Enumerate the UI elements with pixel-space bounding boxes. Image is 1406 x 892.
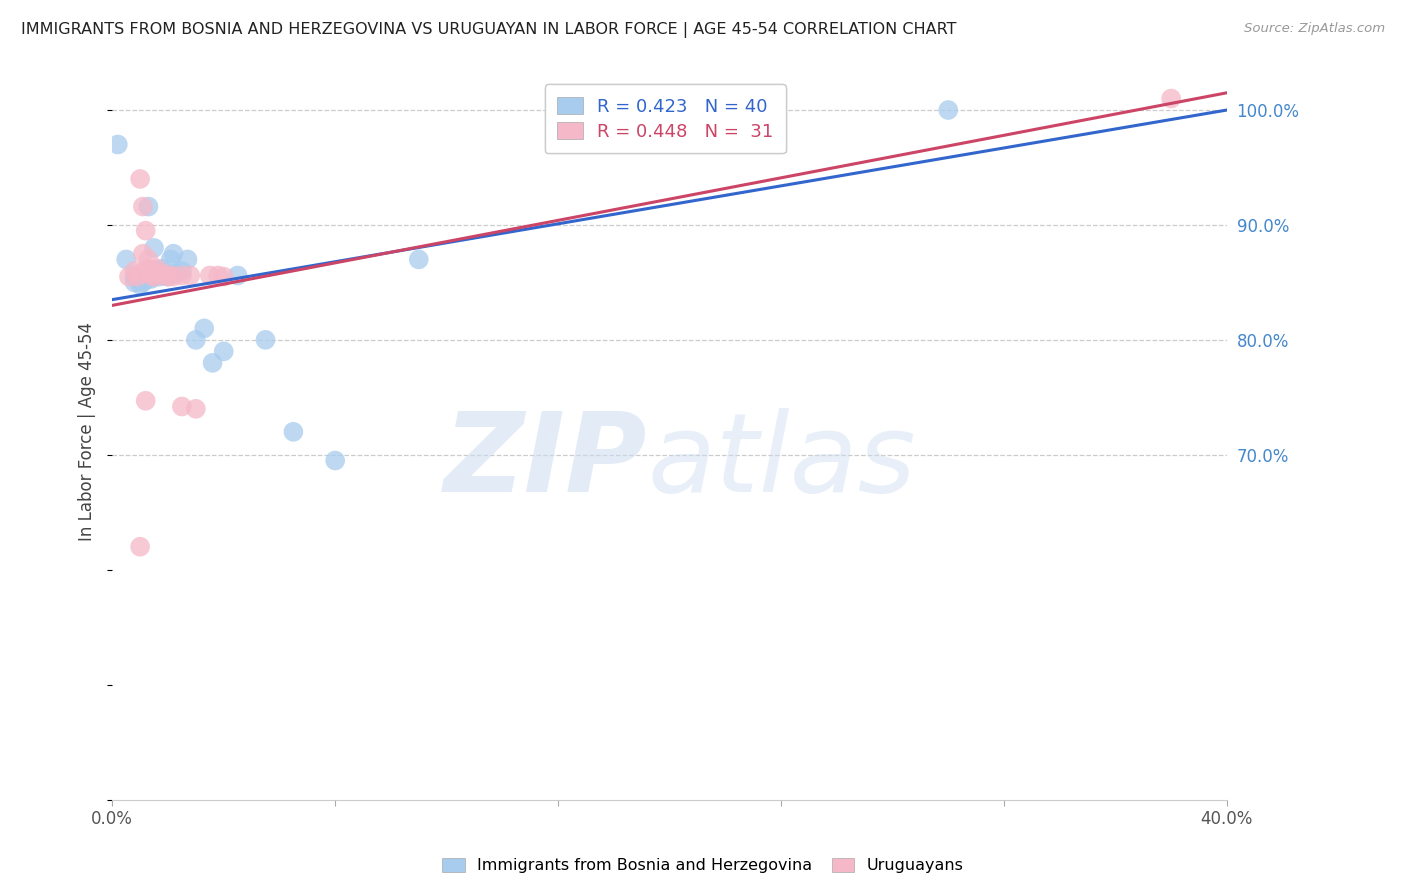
- Point: [138, 200, 160, 214]
- Legend: Immigrants from Bosnia and Herzegovina, Uruguayans: Immigrants from Bosnia and Herzegovina, …: [436, 851, 970, 880]
- Point: [115, 252, 138, 267]
- Point: [201, 356, 224, 370]
- Point: [170, 264, 193, 278]
- Point: [207, 268, 229, 283]
- Y-axis label: In Labor Force | Age 45-54: In Labor Force | Age 45-54: [79, 322, 96, 541]
- Point: [138, 264, 160, 278]
- Point: [135, 393, 157, 408]
- Point: [212, 269, 235, 284]
- Text: Source: ZipAtlas.com: Source: ZipAtlas.com: [1244, 22, 1385, 36]
- Point: [146, 268, 169, 283]
- Point: [170, 400, 193, 414]
- Point: [141, 268, 163, 283]
- Point: [283, 425, 305, 439]
- Point: [936, 103, 959, 117]
- Point: [184, 333, 207, 347]
- Point: [124, 269, 146, 284]
- Point: [146, 264, 169, 278]
- Point: [138, 252, 160, 267]
- Point: [135, 273, 157, 287]
- Point: [141, 272, 163, 286]
- Legend: R = 0.423   N = 40, R = 0.448   N =  31: R = 0.423 N = 40, R = 0.448 N = 31: [546, 84, 786, 153]
- Point: [170, 268, 193, 283]
- Point: [408, 252, 430, 267]
- Point: [135, 266, 157, 280]
- Point: [135, 224, 157, 238]
- Point: [156, 269, 179, 284]
- Point: [323, 453, 346, 467]
- Point: [179, 268, 201, 283]
- Point: [141, 264, 163, 278]
- Point: [1160, 91, 1182, 105]
- Point: [152, 261, 174, 276]
- Point: [107, 137, 129, 152]
- Point: [226, 268, 249, 283]
- Point: [138, 261, 160, 276]
- Point: [127, 269, 149, 284]
- Point: [143, 266, 166, 280]
- Text: ZIP: ZIP: [444, 408, 647, 515]
- Point: [138, 266, 160, 280]
- Point: [254, 333, 277, 347]
- Point: [165, 266, 187, 280]
- Point: [129, 172, 152, 186]
- Point: [129, 277, 152, 292]
- Point: [129, 266, 152, 280]
- Point: [129, 273, 152, 287]
- Point: [152, 268, 174, 283]
- Point: [162, 269, 184, 284]
- Point: [124, 276, 146, 290]
- Point: [159, 268, 181, 283]
- Point: [129, 540, 152, 554]
- Point: [138, 268, 160, 283]
- Point: [152, 266, 174, 280]
- Point: [132, 269, 155, 284]
- Point: [132, 276, 155, 290]
- Text: atlas: atlas: [647, 408, 915, 515]
- Point: [176, 252, 198, 267]
- Point: [212, 344, 235, 359]
- Point: [193, 321, 215, 335]
- Point: [143, 269, 166, 284]
- Point: [159, 252, 181, 267]
- Point: [141, 269, 163, 284]
- Point: [162, 246, 184, 260]
- Point: [118, 269, 141, 284]
- Point: [132, 246, 155, 260]
- Point: [149, 269, 172, 284]
- Point: [146, 261, 169, 276]
- Point: [143, 241, 166, 255]
- Point: [156, 269, 179, 284]
- Point: [184, 401, 207, 416]
- Text: IMMIGRANTS FROM BOSNIA AND HERZEGOVINA VS URUGUAYAN IN LABOR FORCE | AGE 45-54 C: IMMIGRANTS FROM BOSNIA AND HERZEGOVINA V…: [21, 22, 956, 38]
- Point: [143, 269, 166, 284]
- Point: [153, 268, 176, 283]
- Point: [132, 200, 155, 214]
- Point: [198, 268, 221, 283]
- Point: [152, 266, 174, 280]
- Point: [127, 269, 149, 284]
- Point: [124, 264, 146, 278]
